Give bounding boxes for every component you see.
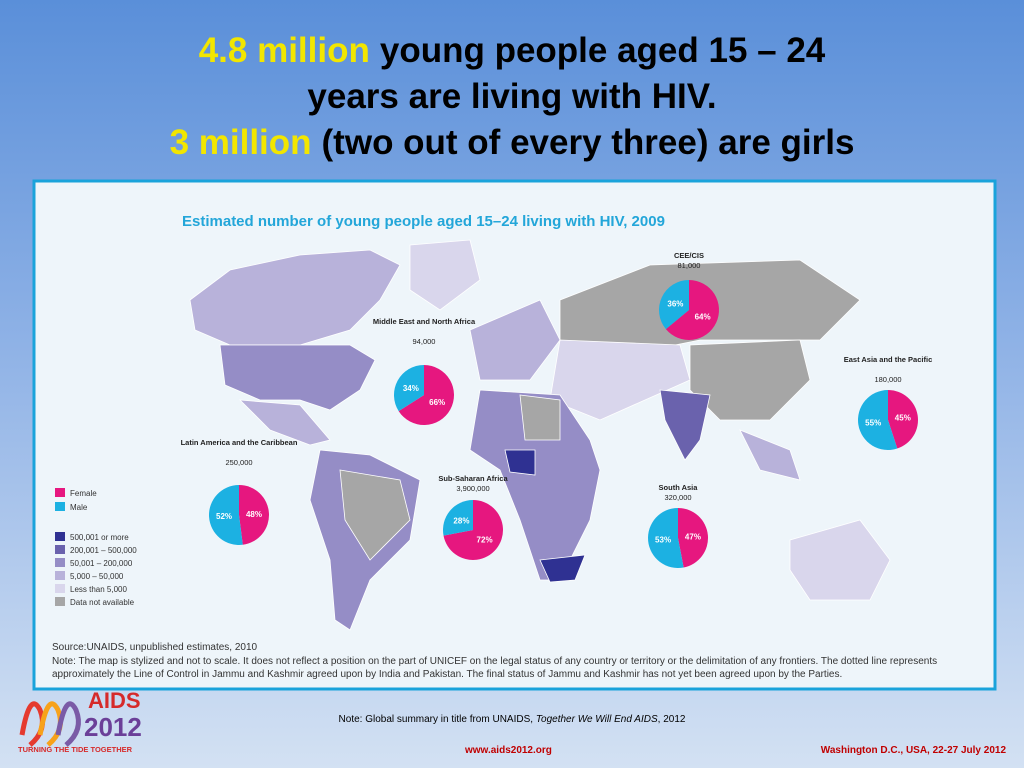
footer-note: Note: Global summary in title from UNAID… (0, 714, 1024, 725)
pie-slice (394, 365, 424, 412)
pie-label: 45% (895, 414, 911, 423)
pie-slice (665, 280, 719, 340)
pie-slice (659, 280, 689, 330)
pie-label: 34% (403, 384, 419, 393)
legend-label: 5,000 – 50,000 (70, 572, 124, 581)
pie-slice (678, 508, 709, 568)
footer-note-part: , 2012 (657, 714, 686, 725)
pie-label: 47% (685, 533, 701, 542)
legend-swatch (55, 571, 65, 580)
pie-slice (208, 485, 243, 545)
legend-swatch (55, 597, 65, 606)
pie-label: 55% (865, 418, 881, 427)
pie-total: 3,900,000 (456, 484, 489, 493)
pie-slice (858, 390, 898, 450)
legend-swatch (55, 532, 65, 541)
pie-label: 53% (655, 535, 671, 544)
footer-note-part: Together We Will End AIDS (535, 714, 658, 725)
pie-label: 64% (695, 312, 711, 321)
title-line: 3 million (two out of every three) are gi… (40, 120, 984, 166)
logo-name: AIDS (88, 688, 141, 713)
pie-title: South Asia (659, 483, 699, 492)
pie-title: Latin America and the Caribbean (181, 438, 298, 447)
world-map (189, 239, 891, 631)
pie-label: 52% (216, 512, 232, 521)
pie-title: Middle East and North Africa (373, 317, 476, 326)
footer-event: Washington D.C., USA, 22-27 July 2012 (820, 745, 1006, 756)
map-note: Note: The map is stylized and not to sca… (52, 656, 938, 680)
legend-label: Male (70, 503, 88, 512)
legend-label: Female (70, 489, 97, 498)
legend: Female Male 500,001 or more 200,001 – 500,0… (55, 488, 137, 607)
logo-year: 2012 (84, 712, 142, 742)
logo-tagline: TURNING THE TIDE TOGETHER (18, 745, 133, 754)
map-source: Source:UNAIDS, unpublished estimates, 20… (52, 642, 258, 653)
pie-title: Sub-Saharan Africa (438, 474, 508, 483)
legend-swatch (55, 584, 65, 593)
title-text: young people aged 15 – 24 (379, 31, 826, 70)
panel-title: Estimated number of young people aged 15… (182, 213, 665, 230)
legend-label: Data not available (70, 598, 135, 607)
legend-label: 500,001 or more (70, 533, 129, 542)
pie-slice (648, 508, 684, 568)
pie-total: 81,000 (678, 261, 701, 270)
slide-title: 4.8 million young people aged 15 – 24 year… (40, 28, 984, 166)
legend-label: 50,001 – 200,000 (70, 559, 133, 568)
pie-slice (239, 485, 269, 545)
pie-slice (398, 365, 455, 425)
footer-url[interactable]: www.aids2012.org (465, 745, 552, 756)
title-text: (two out of every three) are girls (321, 123, 855, 162)
pie-total: 94,000 (413, 337, 436, 346)
logo-ribbons (19, 701, 81, 747)
pie-title: East Asia and the Pacific (844, 355, 933, 364)
pie-label: 66% (429, 398, 445, 407)
legend-swatch (55, 558, 65, 567)
pie-slice (443, 500, 504, 560)
footer-note-part: Note: Global summary in title from UNAID… (338, 714, 536, 725)
legend-swatch (55, 545, 65, 554)
title-line: 4.8 million young people aged 15 – 24 (40, 28, 984, 74)
legend-swatch (55, 488, 65, 497)
pie-label: 48% (246, 510, 262, 519)
title-highlight: 3 million (169, 123, 312, 162)
pie-total: 180,000 (874, 375, 901, 384)
title-highlight: 4.8 million (198, 31, 370, 70)
pie-label: 36% (667, 300, 683, 309)
pie-label: 72% (477, 536, 493, 545)
legend-label: 200,001 – 500,000 (70, 546, 137, 555)
pie-title: CEE/CIS (674, 251, 704, 260)
pie-total: 250,000 (225, 458, 252, 467)
pie-slice (442, 500, 473, 536)
legend-label: Less than 5,000 (70, 585, 127, 594)
title-line: years are living with HIV. (40, 74, 984, 120)
pie-total: 320,000 (664, 493, 691, 502)
title-text: years are living with HIV. (307, 77, 717, 116)
pie-label: 28% (453, 516, 469, 525)
legend-swatch (55, 502, 65, 511)
pie-slice (888, 390, 918, 449)
